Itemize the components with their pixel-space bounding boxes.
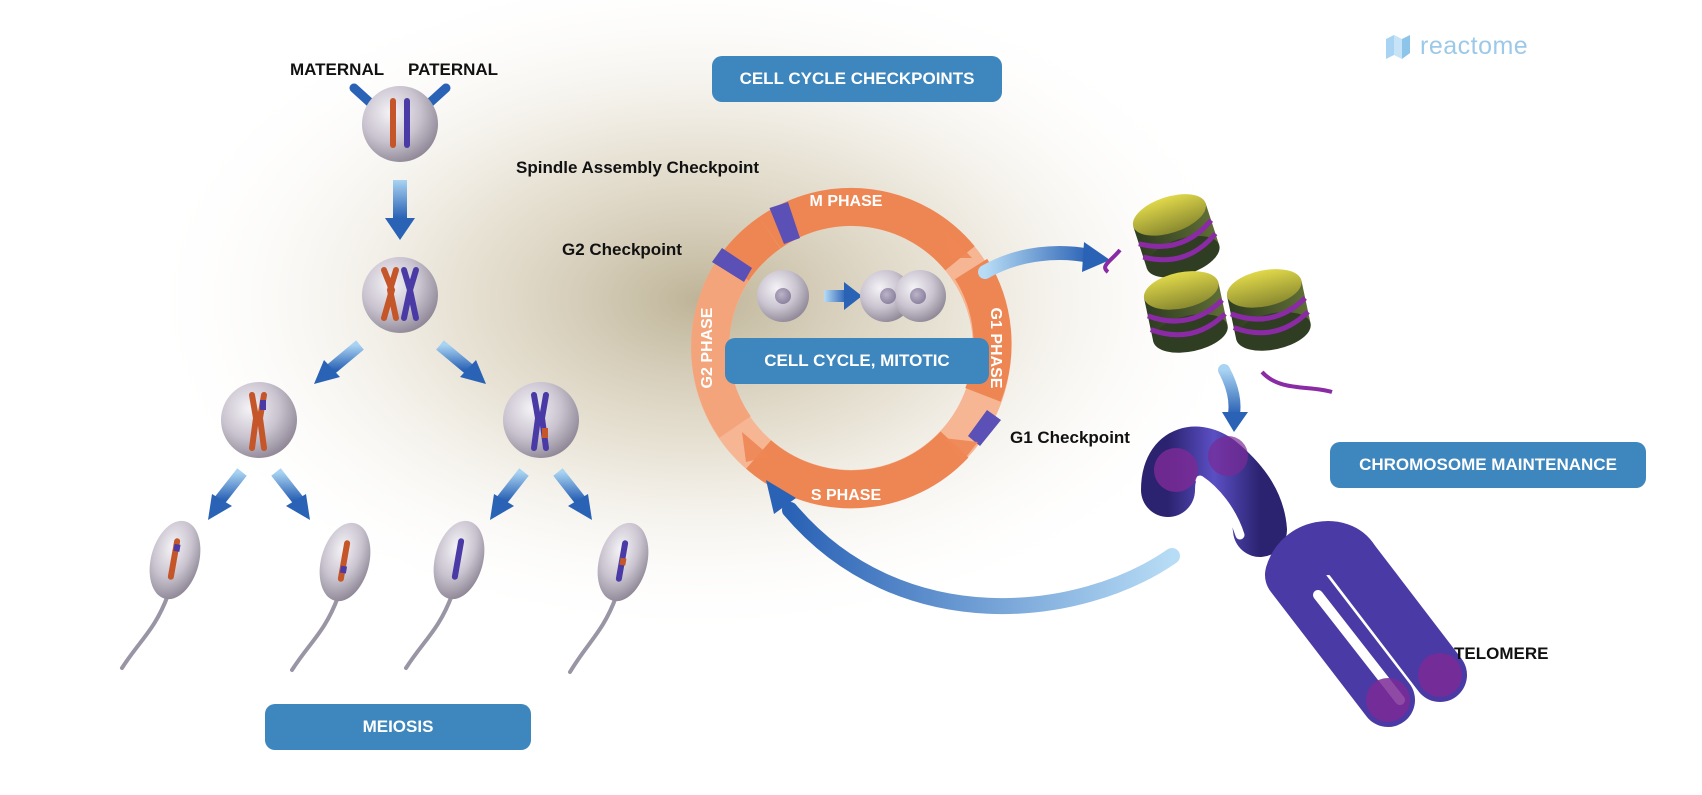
reactome-logo-icon: [1386, 35, 1410, 59]
sperm-cell-2: [290, 522, 371, 672]
g1-checkpoint-label: G1 Checkpoint: [1010, 428, 1130, 447]
telomere-cap: [1208, 436, 1248, 476]
telomere-label: TELOMERE: [1454, 644, 1549, 663]
g2-checkpoint-label: G2 Checkpoint: [562, 240, 682, 259]
cell-cycle-mitotic-button[interactable]: CELL CYCLE, MITOTIC: [725, 338, 989, 384]
secondary-cell-right: [503, 382, 579, 458]
arrow-to-chromatin: [978, 242, 1110, 279]
s-phase-label: S PHASE: [811, 487, 882, 504]
chromatin-down-arrow: [1218, 364, 1248, 432]
gamete-arrows: [208, 468, 592, 520]
g1-checkpoint-band: [968, 410, 1001, 446]
reactome-logo[interactable]: reactome: [1384, 28, 1528, 64]
spindle-checkpoint-band: [769, 202, 800, 244]
meiosis-button[interactable]: MEIOSIS: [265, 704, 531, 750]
nucleosomes: [1103, 194, 1333, 394]
dividing-cells: [757, 270, 946, 322]
s-phase-segment: [746, 431, 969, 509]
split-arrow-left: [314, 340, 364, 384]
return-arc-arrow: [766, 480, 1180, 615]
g2-phase-segment: [691, 259, 751, 438]
telomere-cap: [1154, 448, 1198, 492]
m-phase-segment: [758, 187, 975, 271]
reactome-logo-text: reactome: [1420, 31, 1529, 60]
spindle-checkpoint-label: Spindle Assembly Checkpoint: [516, 158, 760, 177]
paired-chromosome-cell: [362, 257, 438, 333]
g2-checkpoint-band: [712, 248, 752, 282]
meiosis-tree: [120, 83, 649, 674]
telomere-chromosome: [1141, 426, 1467, 727]
chromosome-maintenance-button[interactable]: CHROMOSOME MAINTENANCE: [1330, 442, 1646, 488]
g1-phase-label: G1 PHASE: [987, 308, 1004, 389]
sperm-cell-4: [568, 522, 649, 674]
m-phase-label: M PHASE: [810, 193, 883, 210]
telomere-cap: [1366, 678, 1410, 722]
paternal-label: PATERNAL: [408, 60, 499, 79]
sperm-cell-1: [120, 520, 201, 670]
g1-phase-segment: [954, 258, 1012, 402]
secondary-cell-left: [221, 382, 297, 458]
g2-phase-label: G2 PHASE: [699, 307, 716, 388]
zygote-cell: [362, 86, 438, 162]
cell-cycle-checkpoints-button[interactable]: CELL CYCLE CHECKPOINTS: [712, 56, 1002, 102]
sperm-cell-3: [404, 520, 485, 670]
telomere-cap: [1418, 653, 1462, 697]
down-arrow: [385, 180, 415, 240]
maternal-label: MATERNAL: [290, 60, 385, 79]
split-arrow-right: [436, 340, 486, 384]
cell-cycle-ring: M PHASE S PHASE G1 PHASE G2 PHASE: [691, 187, 1012, 509]
